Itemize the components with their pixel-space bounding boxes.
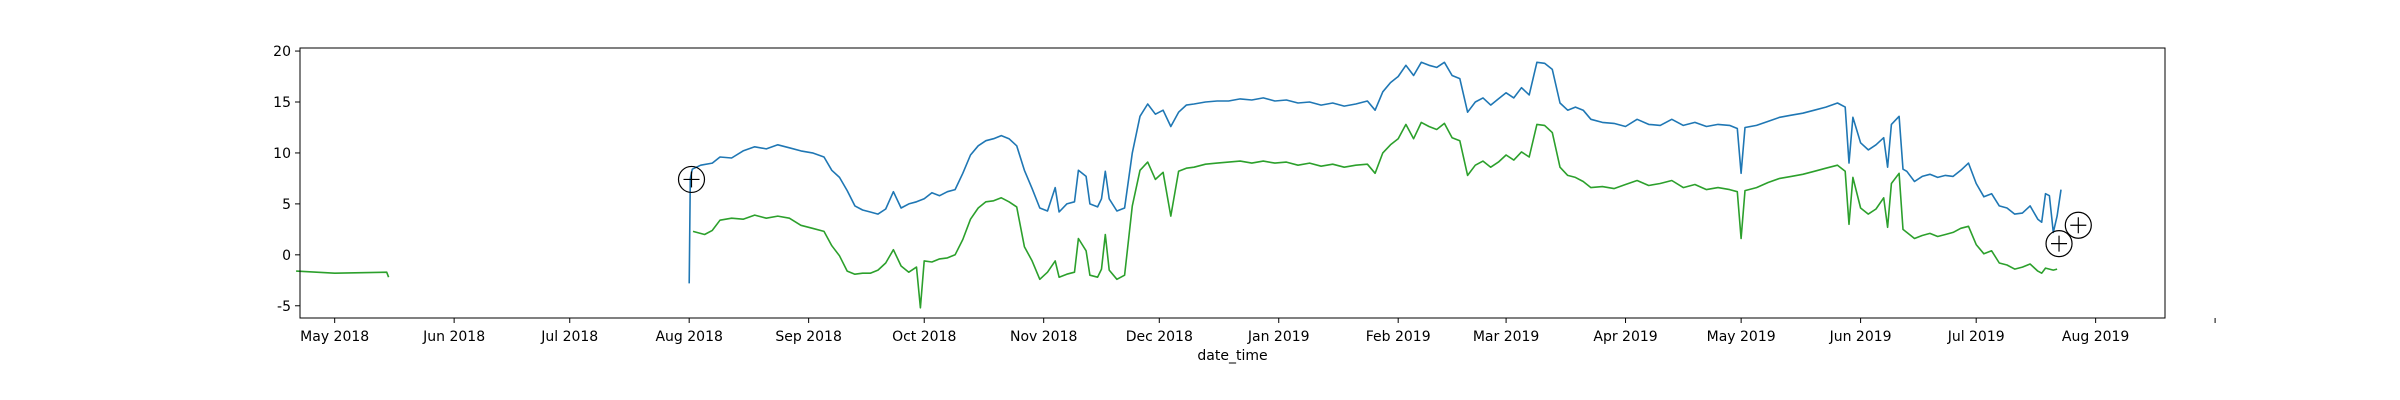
x-tick-label: Aug 2019: [2062, 329, 2129, 345]
x-tick-label: Dec 2018: [1126, 329, 1193, 345]
x-axis-label: date_time: [1197, 348, 1267, 364]
x-tick-label: Jul 2018: [540, 329, 598, 345]
series-line-series-1: [688, 61, 2062, 284]
circle-cross-marker: [2064, 211, 2092, 239]
series-line-series-2: [296, 121, 2058, 309]
x-tick-label: Nov 2018: [1010, 329, 1077, 345]
x-tick-label: May 2019: [1707, 329, 1776, 345]
x-tick-label: Apr 2019: [1593, 329, 1657, 345]
y-tick-label: 0: [282, 248, 291, 264]
x-tick-label: Sep 2018: [775, 329, 841, 345]
x-tick-label: Feb 2019: [1366, 329, 1431, 345]
x-tick-label: Jul 2019: [1947, 329, 2005, 345]
x-tick-label: Aug 2018: [655, 329, 722, 345]
x-tick-label: Oct 2018: [892, 329, 956, 345]
y-tick-label: 10: [273, 146, 291, 162]
plot-frame: [299, 47, 2166, 319]
x-tick-label: Jan 2019: [1247, 329, 1310, 345]
y-tick-label: -5: [277, 299, 291, 315]
y-tick-label: 15: [273, 95, 291, 111]
x-tick-label: May 2018: [300, 329, 369, 345]
x-tick-label: Jun 2018: [422, 329, 485, 345]
y-tick-label: 5: [282, 197, 291, 213]
circle-cross-marker: [677, 165, 706, 194]
x-tick-label: Jun 2019: [1829, 329, 1892, 345]
series-layer: [296, 61, 2062, 309]
marker-layer: [677, 165, 2092, 258]
x-tick-label: Mar 2019: [1473, 329, 1540, 345]
circle-cross-marker: [2045, 230, 2073, 258]
axes: May 2018 Jun 2018 Jul 2018 Aug 2018 Sep 2018…: [273, 44, 2216, 345]
y-tick-label: 20: [273, 44, 291, 60]
